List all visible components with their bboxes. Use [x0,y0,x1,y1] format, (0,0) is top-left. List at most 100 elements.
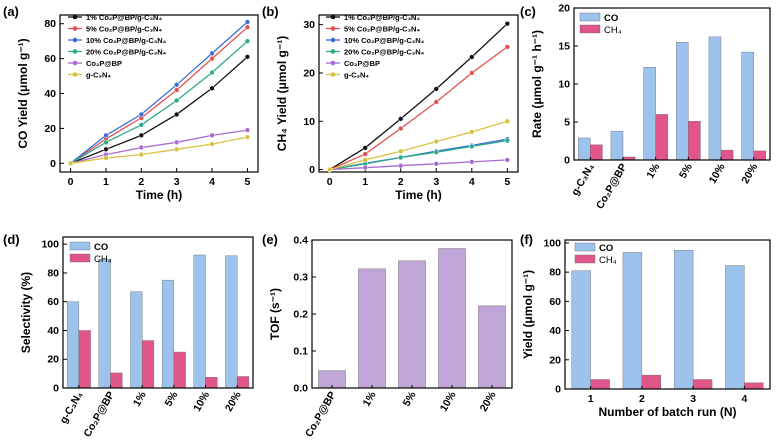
data-point [103,155,109,161]
legend-label: 1% Co₂P@BP/g-C₃N₄ [86,13,162,22]
bar-CH₄ [744,382,764,390]
legend-marker [330,37,336,43]
legend-label: 20% Co₂P@BP/g-C₃N₄ [344,47,425,56]
data-point [174,97,180,104]
bar-CH₄ [236,376,250,389]
data-point [174,146,180,152]
series-line [329,23,508,171]
data-point [504,21,510,27]
y-tick-label: 30 [303,19,315,31]
data-point [138,144,144,151]
x-tick-label: 1 [588,393,594,405]
y-tick-label: 80 [47,267,59,279]
legend-marker [72,14,78,20]
data-point [504,44,510,50]
y-tick-label: 20 [303,67,315,79]
data-point [433,99,439,105]
legend-swatch [69,253,91,263]
data-point [138,151,144,158]
data-point [469,129,475,135]
x-tick-label: Co₂P@BP [81,390,117,440]
data-point [433,161,439,167]
bar-CH₄ [173,351,186,389]
y-tick-label: 0.2 [293,309,308,321]
series-line [329,159,508,171]
y-tick-label: 0.0 [293,383,308,395]
chart-a: 0 1 2 3 4 5 Time (h) 0 20 40 60 80 CO Yield (μmol g⁻… [3,4,259,202]
bar-CH₄ [78,330,91,389]
series-line [70,56,248,164]
series-line [70,21,248,164]
legend-marker [72,49,78,54]
legend-marker [72,72,78,77]
y-tick-label: 60 [47,296,59,308]
y-tick-label: 40 [549,325,561,337]
legend-label: CO [94,242,108,253]
x-tick-label: 0 [327,176,333,188]
legend-label: 5% Co₂P@BP/g-C₃N₄ [86,24,162,33]
x-tick-label: 10% [707,161,728,186]
y-tick-label: 5 [564,117,570,129]
y-tick-label: 0 [555,384,561,396]
data-point [398,116,404,122]
x-tick-label: 20% [478,389,499,414]
data-point [398,148,404,154]
data-point [469,143,475,150]
bar-CO [725,265,745,390]
data-point [362,165,368,171]
data-point [209,132,215,139]
y-tick-label: 20 [558,3,570,15]
chart-e: 0.0 0.1 0.2 0.3 0.4 TOF (s⁻¹) Co₂P@BP 1% 5% 10% 20… [262,232,513,440]
x-tick-label: 5% [401,389,419,409]
legend-label: CO [604,13,618,24]
x-tick-label: 4 [469,176,475,188]
bar-CO [643,67,656,161]
legend-label: 10% Co₂P@BP/g-C₃N₄ [86,36,167,45]
legend-marker [72,26,78,31]
bar-CO [66,301,80,389]
data-point [138,132,144,139]
series-line [70,136,248,164]
y-tick-label: 20 [549,354,561,366]
x-tick-label: 5 [504,176,510,188]
y-tick-label: 20 [47,354,59,366]
y-axis-label: Yield (μmol g⁻¹) [521,270,535,359]
chart-c: 0 5 10 15 20 Rate (μmol g⁻¹ h⁻¹) g-C₃N₄Co₂P@BP… [520,3,771,211]
bar-CO [193,254,206,389]
x-tick-label: 5 [244,176,250,188]
bar-CO [741,51,754,161]
y-tick-label: 0 [53,383,59,395]
y-axis-label: Rate (μmol g⁻¹ h⁻¹) [530,30,544,138]
panel-label: (f) [520,232,533,247]
y-tick-label: 20 [44,123,56,135]
x-tick-label: 1% [644,161,662,181]
plot-frame-b [318,14,519,173]
legend-label: CH₄ [94,254,112,265]
data-point [504,157,510,163]
chart-d: 0 20 40 60 80 100 Selectivity (%) g-C₃N₄Co₂P@BP… [3,232,254,440]
legend-swatch [579,24,601,34]
legend-label: 1% Co₂P@BP/g-C₃N₄ [344,13,420,22]
y-tick-label: 10 [303,116,315,128]
legend-label: Co₂P@BP [86,59,122,68]
data-point [174,111,180,118]
data-point [138,111,144,118]
y-tick-label: 40 [47,325,59,337]
chart-b: 0 1 2 3 4 5 Time (h) 0 10 20 30 CH₄ Yield (μmol g⁻¹… [262,4,519,202]
bar-CH₄ [205,377,218,389]
data-point [209,85,215,91]
data-point [469,70,475,76]
data-point [398,154,404,161]
data-point [469,54,475,60]
x-tick-label: 5% [677,161,695,181]
data-point [174,87,180,93]
data-point [209,69,215,76]
bar-CO [610,130,624,161]
x-tick-label: Co₂P@BP [303,390,339,440]
y-tick-label: 60 [549,296,561,308]
y-tick-label: 0 [564,155,570,167]
y-axis-label: TOF (s⁻¹) [268,288,282,340]
series-line [329,139,508,171]
legend-label: 5% Co₂P@BP/g-C₃N₄ [344,24,420,33]
panel-label: (a) [3,4,19,19]
